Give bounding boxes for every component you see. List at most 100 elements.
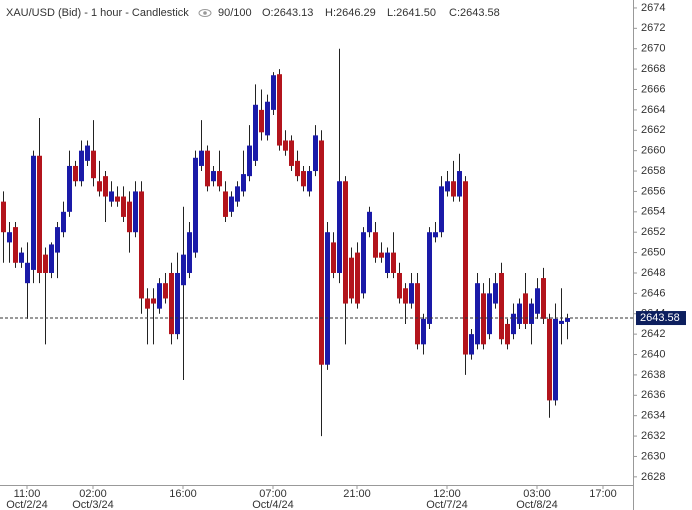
candle-body bbox=[553, 318, 558, 401]
y-tick-label: 2670 bbox=[641, 43, 665, 55]
candle-body bbox=[409, 283, 414, 304]
candle-body bbox=[1, 201, 6, 233]
candle-body bbox=[307, 171, 312, 192]
candle-body bbox=[499, 272, 504, 340]
y-tick-label: 2630 bbox=[641, 450, 665, 462]
candle-body bbox=[493, 283, 498, 304]
candle-body bbox=[487, 293, 492, 335]
candle-body bbox=[367, 211, 372, 233]
candle-body bbox=[397, 272, 402, 299]
candle-body bbox=[139, 191, 144, 299]
x-tick-label: 03:00 bbox=[523, 488, 551, 500]
candle-body bbox=[37, 155, 42, 273]
candle-body bbox=[463, 181, 468, 355]
candle-body bbox=[337, 181, 342, 273]
candle-body bbox=[529, 303, 534, 324]
candle-body bbox=[301, 171, 306, 187]
ohlc-low: L:2641.50 bbox=[387, 7, 436, 19]
candle-body bbox=[133, 191, 138, 233]
symbol: XAU/USD (Bid) - 1 hour - Candlestick bbox=[6, 7, 189, 19]
candle-body bbox=[211, 171, 216, 182]
candle-body bbox=[439, 186, 444, 233]
candle-body bbox=[241, 174, 246, 192]
candle-body bbox=[475, 283, 480, 345]
candle-body bbox=[235, 186, 240, 202]
candle-body bbox=[565, 318, 570, 322]
candle-body bbox=[427, 232, 432, 324]
y-tick-label: 2666 bbox=[641, 83, 665, 95]
candle-body bbox=[313, 135, 318, 172]
candle-body bbox=[85, 145, 90, 161]
candle-body bbox=[25, 262, 30, 284]
y-tick-label: 2664 bbox=[641, 104, 665, 116]
candle-body bbox=[79, 150, 84, 182]
candle-body bbox=[355, 252, 360, 304]
y-tick-label: 2668 bbox=[641, 63, 665, 75]
y-tick-label: 2652 bbox=[641, 226, 665, 238]
candle-body bbox=[283, 140, 288, 151]
candle-body bbox=[325, 232, 330, 365]
candle-body bbox=[505, 323, 510, 345]
y-tick-label: 2640 bbox=[641, 348, 665, 360]
candle-body bbox=[13, 227, 18, 263]
x-tick-label: 16:00 bbox=[169, 488, 197, 500]
candle-body bbox=[61, 211, 66, 233]
x-tick-label: 17:00 bbox=[589, 488, 617, 500]
candle-body bbox=[145, 298, 150, 309]
candle-body bbox=[49, 244, 54, 273]
candle-body bbox=[193, 157, 198, 253]
candle-body bbox=[43, 254, 48, 273]
y-tick-label: 2636 bbox=[641, 389, 665, 401]
x-date-label: Oct/2/24 bbox=[6, 499, 48, 510]
candle-body bbox=[223, 191, 228, 217]
candle-body bbox=[271, 75, 276, 110]
candle-body bbox=[55, 227, 60, 253]
candle-body bbox=[31, 155, 36, 270]
candle-body bbox=[547, 318, 552, 401]
last-price-label: 2643.58 bbox=[640, 312, 680, 324]
y-tick-label: 2658 bbox=[641, 165, 665, 177]
ohlc-close: C:2643.58 bbox=[449, 7, 500, 19]
candle-body bbox=[157, 283, 162, 309]
candle-body bbox=[523, 293, 528, 324]
candle-body bbox=[19, 252, 24, 263]
y-tick-label: 2638 bbox=[641, 369, 665, 381]
candle-body bbox=[403, 288, 408, 304]
candle-body bbox=[151, 298, 156, 304]
candle-body bbox=[217, 171, 222, 187]
candle-body bbox=[277, 74, 282, 146]
y-tick-label: 2662 bbox=[641, 124, 665, 136]
candle-body bbox=[541, 278, 546, 319]
last-price-box bbox=[636, 311, 686, 326]
candle-body bbox=[181, 254, 186, 286]
candle-body bbox=[391, 252, 396, 273]
candle-body bbox=[253, 104, 258, 161]
y-tick-label: 2654 bbox=[641, 206, 665, 218]
candle-body bbox=[361, 232, 366, 294]
y-tick-label: 2628 bbox=[641, 471, 665, 483]
candle-body bbox=[115, 196, 120, 202]
candle-body bbox=[163, 283, 168, 299]
candle-body bbox=[481, 293, 486, 345]
candle-body bbox=[535, 288, 540, 314]
candle-body bbox=[175, 272, 180, 335]
y-tick-label: 2656 bbox=[641, 185, 665, 197]
y-tick-label: 2642 bbox=[641, 328, 665, 340]
x-date-label: Oct/4/24 bbox=[252, 499, 294, 510]
candle-body bbox=[109, 191, 114, 202]
ohlc-open: O:2643.13 bbox=[262, 7, 313, 19]
candle-body bbox=[91, 150, 96, 179]
candle-body bbox=[469, 334, 474, 355]
candle-body bbox=[73, 165, 78, 182]
candle-body bbox=[451, 181, 456, 197]
candle-body bbox=[349, 257, 354, 299]
candle-body bbox=[7, 232, 12, 243]
y-tick-label: 2634 bbox=[641, 410, 665, 422]
candle-body bbox=[457, 171, 462, 197]
eye-icon[interactable] bbox=[198, 9, 212, 17]
candle-body bbox=[289, 140, 294, 166]
x-date-label: Oct/3/24 bbox=[72, 499, 114, 510]
y-tick-label: 2646 bbox=[641, 287, 665, 299]
x-date-label: Oct/8/24 bbox=[516, 499, 558, 510]
